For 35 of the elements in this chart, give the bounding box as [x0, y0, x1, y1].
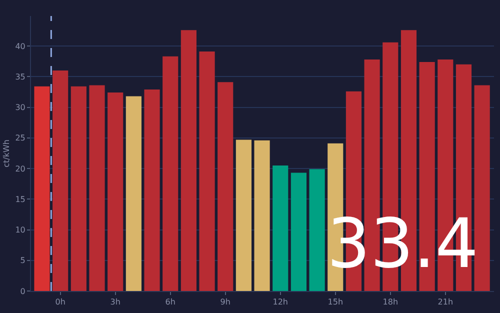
- bar: [236, 140, 252, 291]
- x-tick-label: 15h: [328, 298, 344, 307]
- bar: [474, 85, 490, 291]
- x-tick-label: 6h: [165, 298, 176, 307]
- y-tick-label: 35: [15, 72, 26, 82]
- bar: [52, 70, 68, 291]
- y-tick-label: 30: [15, 103, 26, 112]
- bar: [108, 92, 124, 291]
- y-tick-label: 15: [15, 194, 26, 204]
- bar: [34, 86, 50, 291]
- bar: [126, 96, 142, 291]
- y-tick-label: 0: [20, 286, 26, 296]
- bar: [272, 165, 288, 291]
- bar: [218, 82, 234, 291]
- y-tick-label: 5: [20, 256, 26, 266]
- x-tick-label: 3h: [110, 298, 120, 307]
- y-axis-title: ct/kWh: [2, 140, 11, 168]
- y-tick-label: 25: [15, 134, 26, 143]
- bar: [70, 86, 86, 291]
- x-tick-label: 0h: [55, 298, 66, 307]
- bar: [254, 140, 270, 291]
- y-tick-label: 40: [15, 42, 26, 51]
- x-tick-label: 18h: [382, 298, 398, 307]
- y-tick-label: 20: [15, 164, 26, 174]
- bar: [309, 169, 325, 291]
- x-tick-label: 12h: [272, 298, 288, 307]
- y-tick-label: 10: [15, 226, 26, 235]
- bar: [290, 172, 307, 291]
- x-tick-label: 9h: [220, 298, 230, 307]
- bar: [162, 56, 178, 291]
- bar: [144, 90, 160, 291]
- x-tick-label: 21h: [438, 298, 454, 307]
- bar: [89, 85, 105, 291]
- bar: [180, 30, 196, 291]
- bar: [199, 52, 215, 291]
